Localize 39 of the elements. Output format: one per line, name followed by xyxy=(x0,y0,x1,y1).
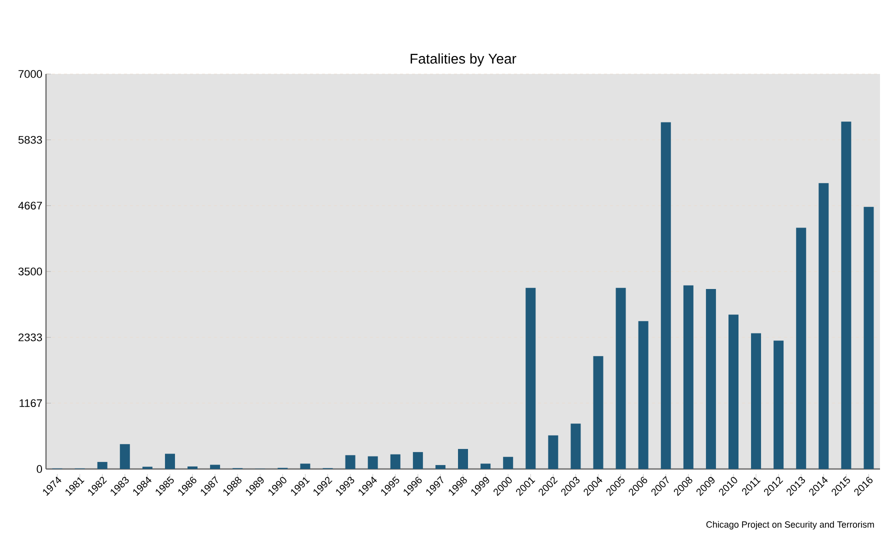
y-tick-label: 3500 xyxy=(18,268,42,276)
bar xyxy=(796,228,806,469)
bar xyxy=(97,462,108,469)
bar xyxy=(164,454,175,469)
bar xyxy=(345,455,356,469)
bar xyxy=(300,464,310,469)
bar xyxy=(503,456,514,469)
bar xyxy=(841,122,852,469)
bar xyxy=(751,333,762,469)
bar xyxy=(818,183,829,469)
bar xyxy=(390,454,400,469)
text: Chicago Project on Security and Terrorism xyxy=(706,521,874,530)
y-tick-label: 1167 xyxy=(20,399,42,408)
bar xyxy=(548,435,558,469)
bar xyxy=(864,206,874,469)
bar xyxy=(412,452,423,469)
bar xyxy=(728,314,738,469)
bar xyxy=(210,464,220,469)
bar xyxy=(706,288,716,469)
bar xyxy=(458,448,468,469)
bar xyxy=(638,321,648,469)
bar xyxy=(120,444,130,469)
y-tick-label: 0 xyxy=(36,465,42,473)
y-tick-label: 4667 xyxy=(18,202,42,210)
bar xyxy=(593,356,604,469)
bar xyxy=(660,122,671,469)
bar xyxy=(570,424,581,469)
chart-title: Fatalities by Year xyxy=(410,53,516,66)
y-tick-label: 7000 xyxy=(18,70,42,78)
y-tick-label: 5833 xyxy=(18,136,42,144)
bar xyxy=(774,340,784,469)
y-tick-label: 2333 xyxy=(18,333,42,342)
bar xyxy=(435,465,446,469)
bar xyxy=(683,285,694,469)
bar xyxy=(480,464,491,469)
bar xyxy=(526,288,536,469)
bar xyxy=(616,288,626,469)
bar xyxy=(368,456,378,469)
bar xyxy=(188,466,198,469)
